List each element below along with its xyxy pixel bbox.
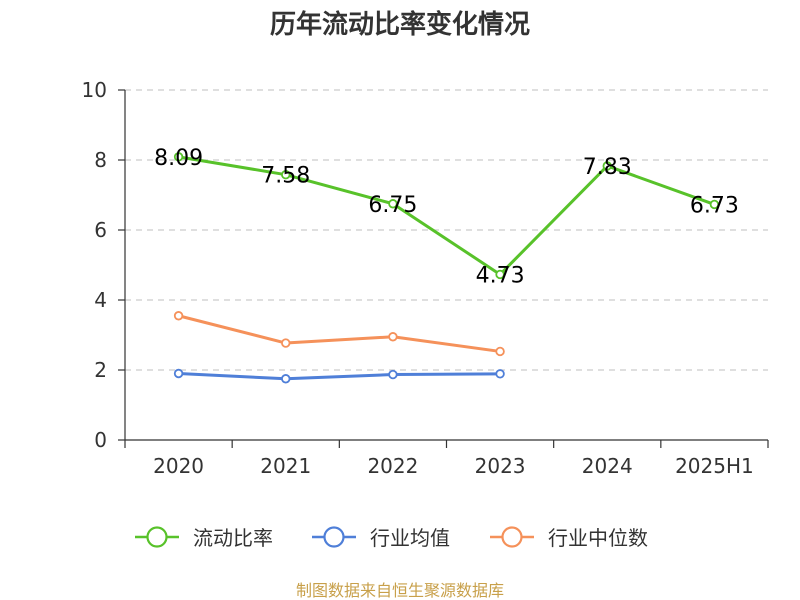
data-label: 7.58 [261, 164, 310, 189]
data-label: 6.75 [368, 193, 417, 218]
data-label: 7.83 [583, 155, 632, 180]
data-point[interactable] [173, 311, 184, 321]
data-labels: 8.09 7.58 6.75 4.73 7.83 6.73 [154, 146, 739, 289]
data-point[interactable] [173, 152, 184, 162]
x-tick-label: 2022 [367, 454, 418, 478]
legend-item[interactable]: 行业中位数 [490, 526, 648, 550]
x-tick-label: 2023 [475, 454, 526, 478]
legend-label: 流动比率 [193, 526, 273, 550]
x-tick-label: 2025H1 [675, 454, 754, 478]
legend-item[interactable]: 流动比率 [135, 526, 273, 550]
data-point[interactable] [495, 369, 505, 379]
data-point[interactable] [388, 332, 398, 342]
data-point[interactable] [388, 369, 398, 380]
axes: 0 2 4 6 8 10 2020 2021 2022 2023 2024 2025H1 [82, 78, 769, 478]
y-tick-label: 6 [94, 218, 107, 242]
data-point[interactable] [173, 368, 184, 379]
data-point[interactable] [281, 169, 291, 180]
y-tick-label: 2 [94, 358, 107, 382]
data-point[interactable] [281, 338, 291, 348]
legend-marker-icon [323, 526, 345, 548]
data-point[interactable] [281, 374, 291, 384]
data-point[interactable] [709, 199, 720, 210]
data-point[interactable] [495, 269, 505, 280]
data-label: 6.73 [690, 193, 739, 218]
legend-label: 行业均值 [370, 526, 450, 550]
series-line [178, 155, 715, 276]
x-tick-label: 2020 [153, 454, 204, 478]
data-point[interactable] [388, 199, 398, 209]
y-tick-label: 4 [94, 288, 107, 312]
legend-marker-icon [146, 526, 168, 548]
y-tick-label: 10 [82, 78, 107, 102]
series-line [178, 314, 501, 353]
legend[interactable]: 流动比率 行业均值 行业中位数 [135, 526, 648, 550]
legend-marker-icon [501, 526, 523, 548]
y-tick-label: 0 [94, 428, 107, 452]
x-tick-label: 2024 [582, 454, 633, 478]
chart-title: 历年流动比率变化情况 [270, 9, 530, 40]
data-point[interactable] [495, 346, 505, 357]
legend-item[interactable]: 行业均值 [312, 526, 450, 550]
data-label: 8.09 [154, 146, 203, 171]
legend-label: 行业中位数 [548, 526, 648, 550]
series-group [173, 152, 720, 384]
x-tick-label: 2021 [260, 454, 311, 478]
gridlines [125, 89, 768, 371]
series-line [178, 372, 501, 381]
data-label: 4.73 [476, 263, 525, 288]
y-tick-label: 8 [94, 148, 107, 172]
source-note: 制图数据来自恒生聚源数据库 [296, 581, 504, 600]
data-point[interactable] [602, 161, 612, 171]
